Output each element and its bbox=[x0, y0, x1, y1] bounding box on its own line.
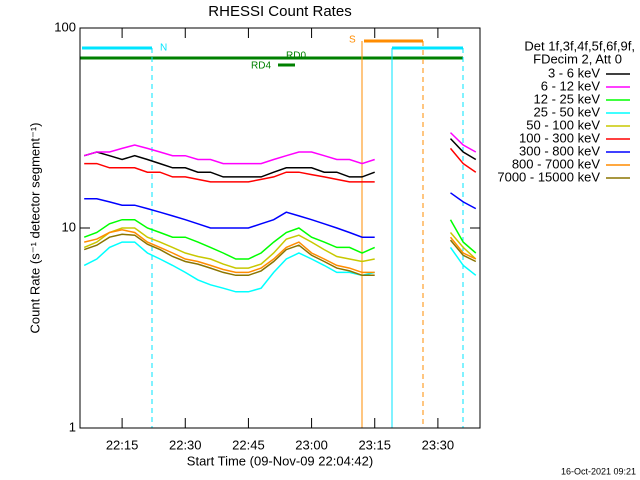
y-tick-label: 10 bbox=[62, 219, 76, 234]
annotation: RD0 bbox=[286, 51, 306, 62]
legend-title: FDecim 2, Att 0 bbox=[533, 51, 622, 66]
x-tick-label: 22:30 bbox=[169, 437, 202, 452]
y-tick-label: 100 bbox=[54, 19, 76, 34]
legend-label: 3 - 6 keV bbox=[548, 65, 600, 80]
flags: N RD0 RD4 S bbox=[80, 35, 464, 428]
legend-label: 6 - 12 keV bbox=[541, 78, 601, 93]
annotation: N bbox=[160, 43, 167, 54]
annotation: RD4 bbox=[251, 61, 271, 72]
series-line bbox=[83, 132, 477, 165]
footer: 16-Oct-2021 09:21 bbox=[561, 466, 636, 476]
annotation: S bbox=[349, 35, 356, 46]
series-line bbox=[83, 233, 477, 277]
y-tick-label: 1 bbox=[69, 419, 76, 434]
legend-label: 25 - 50 keV bbox=[534, 104, 601, 119]
x-tick-label: 22:15 bbox=[106, 437, 139, 452]
chart-title: RHESSI Count Rates bbox=[208, 3, 351, 20]
legend-label: 100 - 300 keV bbox=[519, 130, 600, 145]
legend-label: 300 - 800 keV bbox=[519, 143, 600, 158]
y-axis-label: Count Rate (s⁻¹ detector segment⁻¹) bbox=[27, 123, 42, 334]
series-line bbox=[84, 229, 477, 274]
series-line bbox=[83, 241, 477, 293]
legend-label: 50 - 100 keV bbox=[526, 117, 600, 132]
series-line bbox=[84, 147, 477, 183]
x-tick-label: 23:30 bbox=[422, 437, 455, 452]
legend-label: 7000 - 15000 keV bbox=[497, 169, 600, 184]
legend-title: Det 1f,3f,4f,5f,6f,9f, bbox=[524, 38, 635, 53]
series-line bbox=[84, 192, 477, 238]
series-line bbox=[83, 227, 477, 269]
x-tick-label: 22:45 bbox=[232, 437, 265, 452]
series-line bbox=[83, 138, 477, 178]
x-axis-label: Start Time (09-Nov-09 22:04:42) bbox=[187, 453, 373, 468]
series-line bbox=[83, 218, 477, 260]
x-tick-label: 23:00 bbox=[295, 437, 328, 452]
x-tick-label: 23:15 bbox=[358, 437, 391, 452]
legend-label: 12 - 25 keV bbox=[534, 91, 601, 106]
legend-label: 800 - 7000 keV bbox=[512, 156, 601, 171]
